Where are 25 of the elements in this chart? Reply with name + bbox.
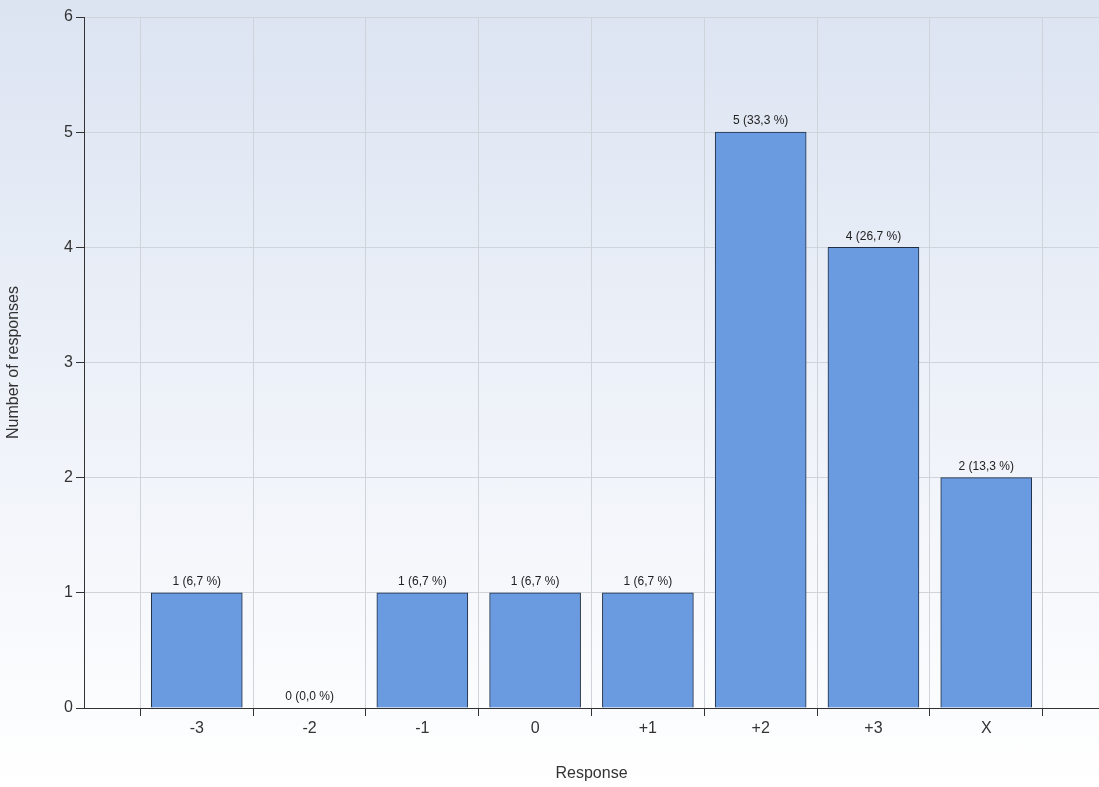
x-tick-label: 0: [530, 719, 540, 737]
data-label: 0 (0,0 %): [285, 689, 334, 704]
data-label: 5 (33,3 %): [732, 113, 789, 128]
x-tick-label: +3: [864, 719, 883, 737]
y-tick-label: 5: [64, 122, 74, 140]
data-label: 1 (6,7 %): [172, 574, 222, 589]
x-tick-label: X: [980, 719, 992, 737]
y-axis-title: Number of responses: [4, 286, 22, 439]
y-tick-label: 4: [64, 237, 74, 255]
y-tick-label: 6: [64, 7, 74, 25]
y-tick-label: 3: [64, 352, 74, 370]
x-axis-title: Response: [555, 763, 628, 781]
y-tick-label: 2: [64, 468, 74, 486]
x-tick-label: +1: [638, 719, 658, 737]
x-tick-label: -1: [415, 719, 430, 737]
data-label: 2 (13,3 %): [958, 458, 1014, 473]
data-label: 1 (6,7 %): [623, 574, 673, 589]
data-label: 4 (26,7 %): [845, 228, 902, 243]
data-label: 1 (6,7 %): [510, 574, 560, 589]
x-tick-label: -2: [302, 719, 317, 737]
data-label: 1 (6,7 %): [397, 574, 447, 589]
y-tick-label: 1: [64, 583, 74, 601]
x-tick-label: +2: [751, 719, 770, 737]
y-tick-label: 0: [64, 698, 74, 716]
x-tick-label: -3: [189, 719, 204, 737]
